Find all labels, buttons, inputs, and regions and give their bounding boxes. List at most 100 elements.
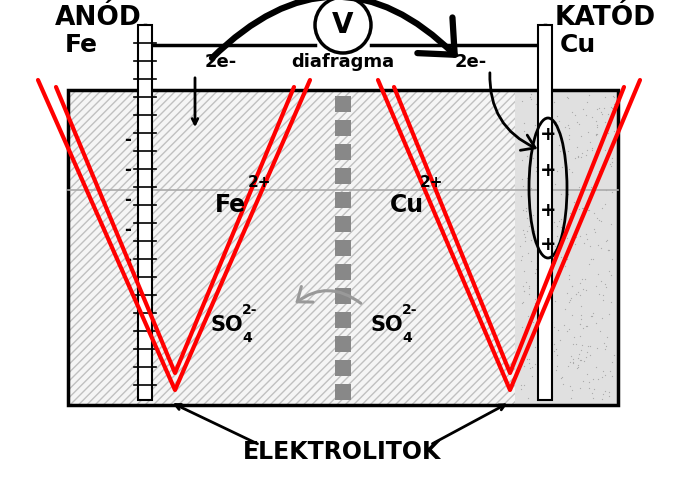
Point xyxy=(538,351,549,359)
Point xyxy=(574,350,585,358)
Point xyxy=(596,277,607,285)
Point xyxy=(583,91,594,99)
Point xyxy=(538,274,549,281)
Point xyxy=(549,249,560,256)
Point xyxy=(586,312,596,320)
Point xyxy=(577,378,588,385)
Point xyxy=(598,105,609,112)
Text: -: - xyxy=(124,161,131,179)
Point xyxy=(573,154,583,161)
Point xyxy=(575,356,586,364)
Point xyxy=(531,163,542,170)
Point xyxy=(547,121,557,129)
Point xyxy=(544,302,555,310)
Point xyxy=(570,290,581,298)
Text: 2-: 2- xyxy=(242,303,257,317)
Point xyxy=(519,362,530,370)
Point xyxy=(575,153,586,160)
Point xyxy=(577,286,588,293)
Point xyxy=(593,168,604,175)
Point xyxy=(524,364,535,372)
Point xyxy=(605,299,616,306)
Point xyxy=(606,163,617,170)
Point xyxy=(521,152,532,159)
Point xyxy=(541,169,552,177)
Point xyxy=(573,288,584,296)
Point xyxy=(517,323,528,331)
Point xyxy=(591,118,602,125)
Point xyxy=(544,98,555,106)
Point xyxy=(588,226,599,233)
Point xyxy=(586,146,597,154)
Point xyxy=(603,311,614,318)
Point xyxy=(575,232,586,240)
Point xyxy=(601,187,611,194)
Point xyxy=(590,320,601,327)
Point xyxy=(580,151,591,159)
Point xyxy=(550,242,561,250)
Point xyxy=(555,243,566,251)
Point xyxy=(576,149,587,157)
Point xyxy=(517,252,528,260)
Point xyxy=(586,113,597,121)
Point xyxy=(566,352,577,360)
Point xyxy=(564,218,575,226)
Point xyxy=(521,144,532,152)
Point xyxy=(603,123,614,131)
Bar xyxy=(335,216,351,232)
Bar xyxy=(335,120,351,136)
Point xyxy=(555,191,566,198)
Text: Fe: Fe xyxy=(215,193,246,217)
Point xyxy=(532,263,543,271)
Point xyxy=(531,167,542,175)
Point xyxy=(601,284,612,291)
Point xyxy=(518,119,529,126)
Point xyxy=(545,352,556,360)
Point xyxy=(546,258,557,265)
Point xyxy=(537,165,548,172)
Point xyxy=(533,365,544,373)
Text: -: - xyxy=(124,191,131,209)
Point xyxy=(575,357,586,364)
Point xyxy=(520,278,531,286)
Point xyxy=(531,282,542,289)
Point xyxy=(553,117,564,124)
Point xyxy=(600,342,611,349)
Point xyxy=(527,318,538,326)
Point xyxy=(575,320,586,328)
Point xyxy=(519,234,530,241)
Point xyxy=(584,342,595,350)
Point xyxy=(544,94,555,101)
Point xyxy=(591,131,602,138)
Point xyxy=(573,120,584,128)
Point xyxy=(576,302,587,310)
Point xyxy=(549,218,560,226)
Text: +: + xyxy=(540,201,556,219)
Point xyxy=(549,180,560,188)
Point xyxy=(545,148,556,156)
Point xyxy=(590,131,601,138)
Point xyxy=(592,123,603,131)
Point xyxy=(524,222,535,229)
Point xyxy=(601,333,612,340)
Point xyxy=(517,97,528,105)
Point xyxy=(550,297,561,305)
Text: SO: SO xyxy=(370,315,403,335)
Point xyxy=(547,393,558,400)
Point xyxy=(566,282,577,290)
Point xyxy=(576,132,587,139)
Bar xyxy=(335,264,351,280)
Point xyxy=(609,93,620,101)
Text: +: + xyxy=(540,160,556,180)
Point xyxy=(604,267,615,275)
Point xyxy=(601,238,611,245)
Point xyxy=(577,106,588,113)
Point xyxy=(568,359,579,366)
Point xyxy=(571,143,582,150)
Point xyxy=(583,206,594,214)
Point xyxy=(542,372,553,379)
Point xyxy=(564,166,575,173)
Point xyxy=(591,106,602,113)
Point xyxy=(542,370,553,378)
Point xyxy=(553,142,564,149)
